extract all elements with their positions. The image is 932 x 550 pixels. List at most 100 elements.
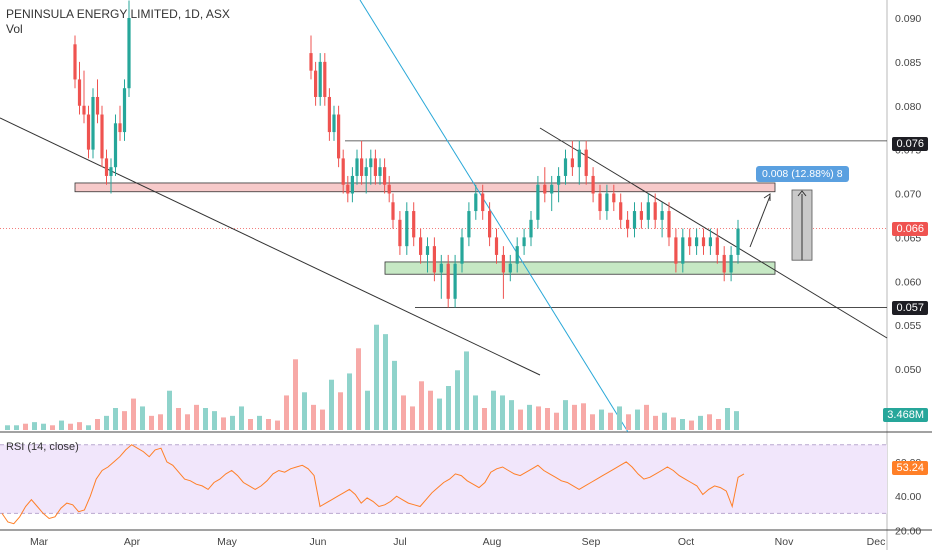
trend-line-long xyxy=(0,117,541,376)
candle-body xyxy=(598,193,602,212)
candle-body xyxy=(364,167,368,176)
volume-bar xyxy=(734,411,739,430)
candle-body xyxy=(346,184,350,194)
trend-line-descending xyxy=(539,127,888,339)
price-tick-label: 0.080 xyxy=(895,101,921,113)
candle-body xyxy=(412,211,416,238)
resistance-price-tag: 0.076 xyxy=(892,137,928,151)
volume-bar xyxy=(716,419,721,430)
rsi-value-tag: 53.24 xyxy=(892,461,928,475)
volume-bar xyxy=(338,392,343,430)
candle-body xyxy=(432,246,436,273)
volume-bar xyxy=(131,398,136,430)
candle-body xyxy=(446,263,450,299)
candle-body xyxy=(522,237,526,247)
candle-body xyxy=(605,193,609,212)
volume-bar xyxy=(725,408,730,430)
volume-bar xyxy=(275,420,280,430)
volume-bar xyxy=(653,415,658,430)
price-tick-label: 0.070 xyxy=(895,189,921,201)
rsi-tick-label: 40.00 xyxy=(895,491,921,503)
volume-bar xyxy=(365,390,370,430)
candle-body xyxy=(104,158,109,176)
price-tick-label: 0.085 xyxy=(895,57,921,69)
candle-body xyxy=(453,263,457,299)
volume-bar xyxy=(581,403,586,430)
candle-body xyxy=(543,184,547,194)
candle-body xyxy=(332,114,336,133)
candle-body xyxy=(501,254,505,273)
volume-bar xyxy=(410,406,415,430)
candle-body xyxy=(405,211,409,247)
volume-bar xyxy=(302,392,307,430)
candle-body xyxy=(646,202,650,220)
volume-bar xyxy=(590,414,595,430)
candle-body xyxy=(460,237,464,264)
volume-bar xyxy=(644,404,649,430)
candle-body xyxy=(419,237,423,255)
projection-arrow xyxy=(749,195,771,248)
volume-bar xyxy=(698,415,703,430)
measure-arrow-head xyxy=(797,190,807,197)
volume-bar xyxy=(230,415,235,430)
volume-label[interactable]: Vol xyxy=(6,22,23,36)
candle-body xyxy=(383,167,387,185)
candle-body xyxy=(360,158,364,176)
volume-bar xyxy=(284,395,289,430)
volume-bar xyxy=(608,412,613,430)
candle-body xyxy=(660,211,664,220)
candle-body xyxy=(529,219,533,238)
candle-body xyxy=(109,167,113,176)
candle-body xyxy=(355,158,359,176)
volume-bar xyxy=(500,395,505,430)
volume-bar xyxy=(86,425,91,430)
rsi-label[interactable]: RSI (14, close) xyxy=(6,441,79,453)
volume-value-tag: 3.468M xyxy=(883,408,928,422)
price-tick-label: 0.090 xyxy=(895,13,921,25)
candle-body xyxy=(378,167,382,176)
candle-body xyxy=(591,175,595,194)
candle-body xyxy=(327,96,331,133)
rsi-line xyxy=(1,444,745,525)
candle-body xyxy=(557,175,561,185)
volume-bar xyxy=(41,423,46,430)
volume-bar xyxy=(383,334,388,430)
candle-body xyxy=(536,184,540,220)
candle-body xyxy=(318,61,322,97)
volume-bar xyxy=(374,324,379,430)
volume-bar xyxy=(212,411,217,430)
candle-body xyxy=(350,175,354,194)
volume-bar xyxy=(122,411,127,430)
volume-bar xyxy=(707,414,712,430)
volume-bar xyxy=(473,395,478,430)
volume-bar xyxy=(113,408,118,430)
candle-body xyxy=(398,219,402,247)
volume-bar xyxy=(104,415,109,430)
volume-bar xyxy=(140,406,145,430)
candle-body xyxy=(681,237,685,264)
volume-bar xyxy=(194,404,199,430)
volume-bar xyxy=(95,419,100,430)
volume-bar xyxy=(491,390,496,430)
candle-body xyxy=(391,202,395,220)
volume-bar xyxy=(32,422,37,430)
candle-body xyxy=(467,211,471,238)
volume-bar xyxy=(5,425,10,430)
volume-bar xyxy=(680,419,685,430)
volume-bar xyxy=(77,422,82,430)
volume-bar xyxy=(599,409,604,430)
volume-bar xyxy=(536,406,541,430)
candle-body xyxy=(314,70,318,97)
candle-body xyxy=(667,211,671,238)
last-price-tag: 0.066 xyxy=(892,222,928,236)
time-axis-label: May xyxy=(217,536,238,548)
volume-bar xyxy=(59,420,64,430)
time-axis-label: Apr xyxy=(124,536,141,548)
symbol-title[interactable]: PENINSULA ENERGY LIMITED, 1D, ASX xyxy=(6,7,230,21)
candle-body xyxy=(127,18,131,89)
candle-body xyxy=(674,237,678,264)
candle-body xyxy=(337,114,341,159)
time-axis-label: Sep xyxy=(582,536,601,548)
